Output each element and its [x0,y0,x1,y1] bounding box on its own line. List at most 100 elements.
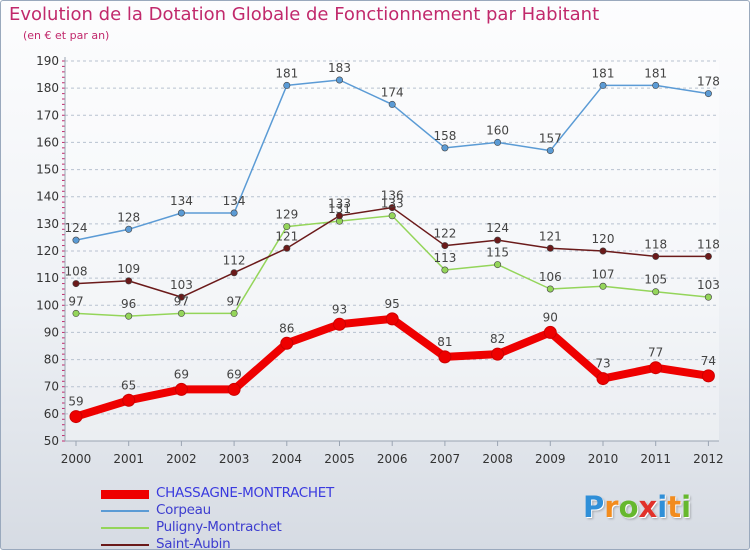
data-point [438,350,452,364]
data-label: 178 [697,75,720,89]
y-tick-label: 190 [36,54,59,68]
data-label: 103 [170,278,193,292]
data-label: 90 [543,310,558,324]
data-label: 118 [644,237,667,251]
data-point [546,147,554,155]
data-label: 86 [279,321,294,335]
data-label: 118 [697,237,720,251]
data-point [72,280,80,288]
data-point [122,393,136,407]
data-label: 174 [381,85,404,99]
data-point [177,209,185,217]
data-point [543,325,557,339]
data-label: 73 [595,357,610,371]
logo-letter: x [638,490,658,524]
data-label: 81 [437,335,452,349]
data-label: 108 [65,265,88,279]
data-label: 106 [539,270,562,284]
data-point [652,81,660,89]
data-point [69,410,83,424]
data-label: 131 [328,202,351,216]
proxiti-logo: Proxiti [583,490,691,524]
x-tick-label: 2000 [61,452,92,466]
data-point [704,293,712,301]
data-point [227,382,241,396]
legend-label: CHASSAGNE-MONTRACHET [156,485,334,501]
data-label: 160 [486,123,509,137]
y-tick-label: 110 [36,271,59,285]
data-point [230,309,238,317]
data-label: 96 [121,297,136,311]
data-label: 69 [226,367,241,381]
legend-swatch [101,544,149,546]
y-tick-label: 60 [44,407,59,421]
legend-label: Corpeau [156,502,211,518]
data-point [283,223,291,231]
data-label: 124 [65,221,88,235]
data-point [177,309,185,317]
data-label: 181 [275,66,298,80]
data-point [177,293,185,301]
logo-letter: i [657,490,668,524]
legend-label: Puligny-Montrachet [156,519,282,535]
data-label: 181 [592,66,615,80]
data-label: 103 [697,278,720,292]
logo-letter: i [681,490,692,524]
y-tick-label: 90 [44,325,59,339]
data-point [704,90,712,98]
y-tick-label: 140 [36,190,59,204]
data-label: 121 [539,229,562,243]
data-point [388,100,396,108]
data-label: 128 [117,210,140,224]
data-point [494,138,502,146]
data-label: 97 [226,294,241,308]
x-tick-label: 2006 [377,452,408,466]
data-point [335,212,343,220]
data-label: 124 [486,221,509,235]
data-label: 157 [539,132,562,146]
x-tick-label: 2011 [640,452,671,466]
data-label: 115 [486,246,509,260]
data-label: 105 [644,273,667,287]
data-point [333,317,346,331]
data-label: 121 [275,229,298,243]
data-point [441,242,449,250]
x-tick-label: 2012 [693,452,724,466]
chart-subtitle: (en € et par an) [23,29,110,42]
data-point [174,382,188,396]
legend-label: Saint-Aubin [156,536,231,550]
data-label: 107 [592,267,615,281]
data-point [704,252,712,260]
data-label: 113 [433,251,456,265]
data-point [125,225,133,233]
chart-title: Evolution de la Dotation Globale de Fonc… [9,4,600,25]
data-point [388,204,396,212]
data-point [494,236,502,244]
legend-swatch [101,510,149,512]
data-label: 134 [170,194,193,208]
data-point [283,81,291,89]
data-point [596,372,610,386]
data-point [491,347,505,361]
y-tick-label: 50 [44,434,59,448]
data-point [125,312,133,320]
logo-letter: r [604,490,619,524]
data-point [649,361,663,375]
data-label: 69 [174,367,189,381]
data-point [599,282,607,290]
x-tick-label: 2004 [272,452,303,466]
y-tick-label: 100 [36,298,59,312]
x-tick-label: 2003 [219,452,250,466]
data-label: 65 [121,378,136,392]
data-label: 181 [644,66,667,80]
data-point [441,144,449,152]
data-label: 112 [223,254,246,268]
data-point [546,244,554,252]
data-point [385,312,399,326]
data-point [652,252,660,260]
data-label: 120 [592,232,615,246]
data-label: 95 [385,297,400,311]
data-point [125,277,133,285]
data-point [546,285,554,293]
